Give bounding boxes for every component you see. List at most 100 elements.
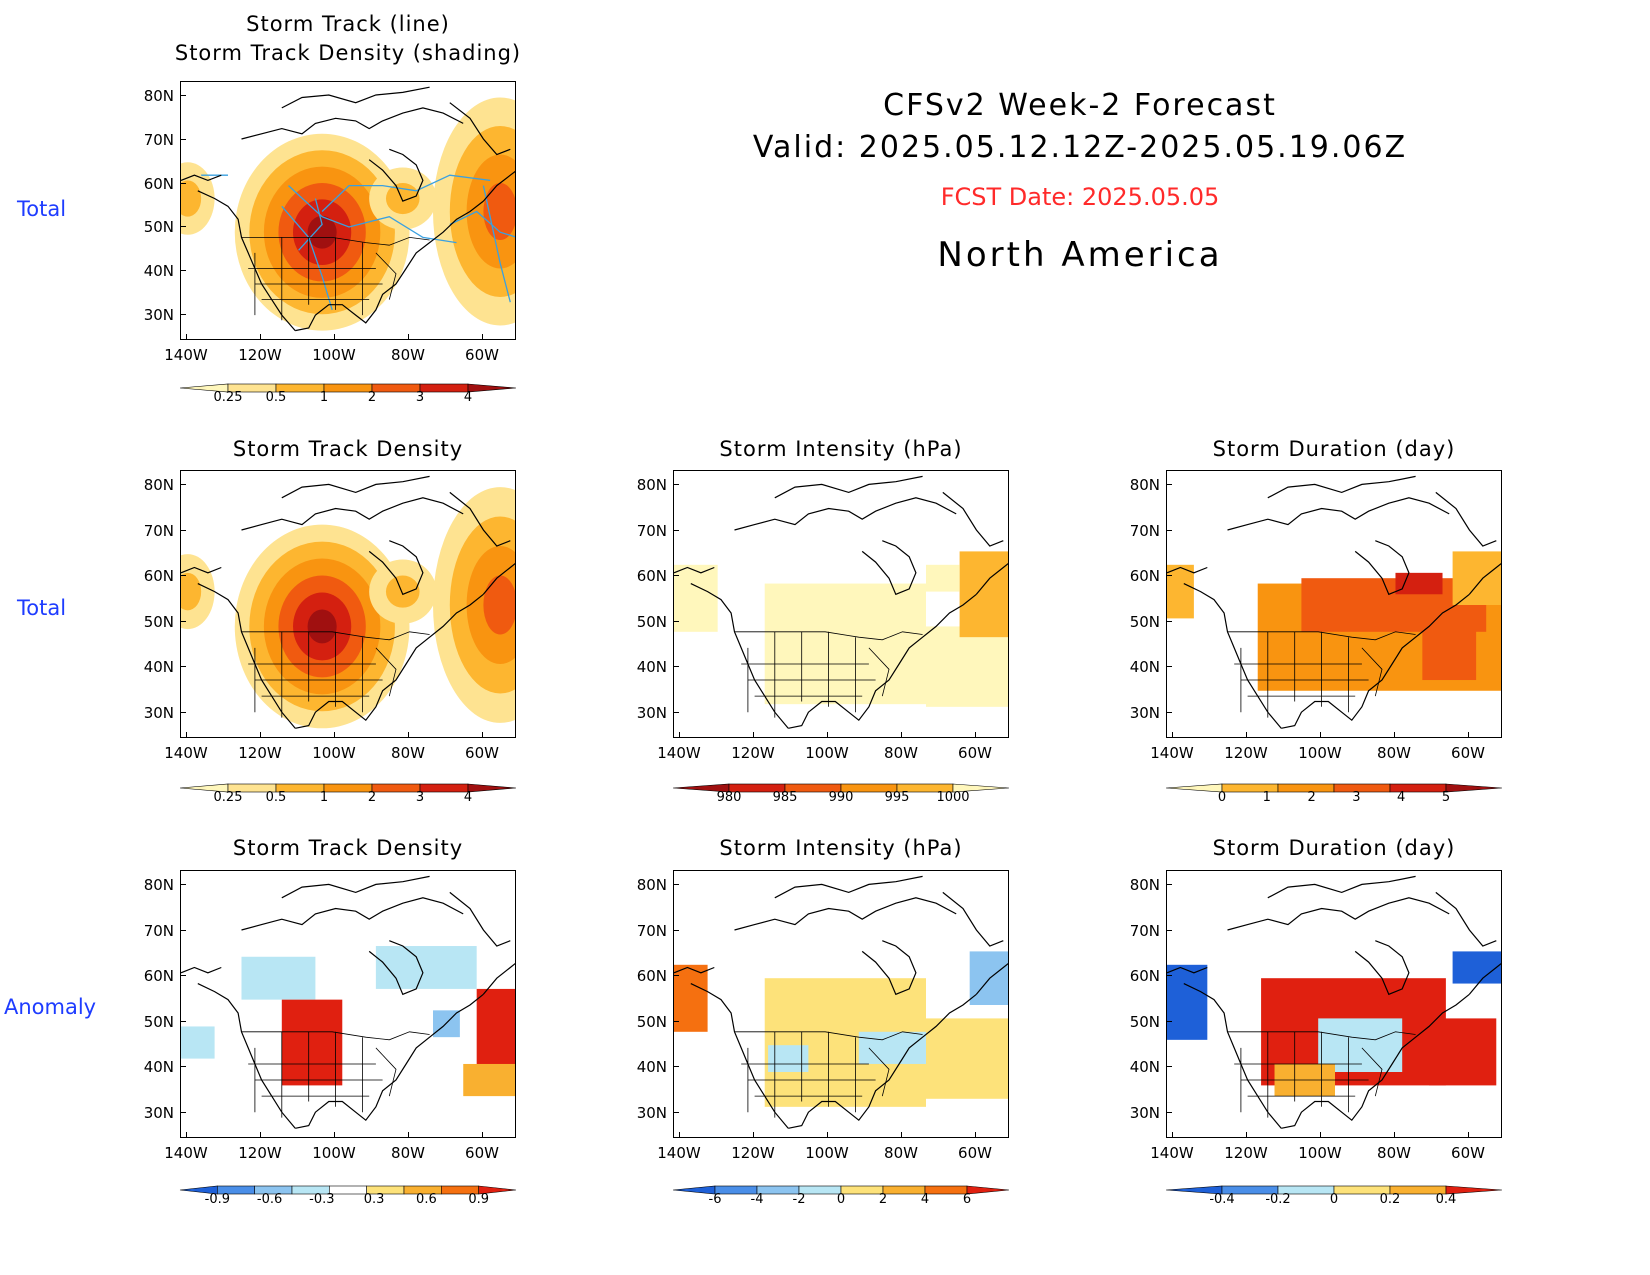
p5-map	[180, 870, 516, 1138]
map-outline	[181, 86, 515, 332]
colorbar-label: -0.2	[1265, 1192, 1291, 1207]
field-cell	[281, 999, 343, 1086]
field-cell	[1318, 1018, 1403, 1072]
lon-tick	[334, 1132, 335, 1138]
field-cell	[959, 551, 1008, 638]
lat-tick	[180, 712, 186, 713]
lat-tick	[1166, 975, 1172, 977]
lon-tick-label: 80W	[884, 1144, 918, 1162]
lat-tick-label: 60N	[143, 967, 174, 986]
colorbar-swatch	[467, 383, 517, 393]
colorbar-label: 985	[772, 790, 798, 805]
lon-tick-label: 80W	[391, 744, 425, 762]
lon-tick	[901, 732, 902, 738]
lat-tick	[180, 929, 186, 931]
lat-tick-label: 30N	[143, 1104, 174, 1122]
lat-tick	[180, 314, 186, 315]
lon-tick-label: 120W	[238, 744, 282, 762]
lon-tick	[334, 334, 335, 340]
map-outline	[674, 875, 1008, 1129]
lon-tick-label: 80W	[391, 1144, 425, 1162]
lon-tick	[1246, 1132, 1247, 1138]
lat-tick-label: 80N	[143, 476, 174, 494]
lat-tick-label: 50N	[143, 1012, 174, 1031]
colorbar-label: 0.4	[1435, 1192, 1457, 1207]
colorbar-label: 3	[1352, 790, 1361, 805]
density-center	[234, 133, 410, 331]
lat-tick-label: 40N	[143, 658, 174, 677]
field-cell	[1422, 626, 1477, 681]
colorbar-label: -0.4	[1209, 1192, 1235, 1207]
lat-tick	[673, 484, 679, 485]
lat-tick	[1166, 884, 1172, 885]
lat-tick-label: 50N	[1129, 1012, 1160, 1031]
region-title: North America	[937, 235, 1223, 275]
lon-tick	[1172, 1132, 1173, 1138]
lat-tick	[1166, 712, 1172, 713]
row-label-2: Total	[17, 596, 67, 620]
lat-tick-label: 30N	[636, 704, 667, 722]
p1-colorbar	[160, 376, 536, 410]
lon-tick	[186, 732, 187, 738]
colorbar-label: 2	[878, 1192, 888, 1207]
colorbar-label: 0.5	[265, 390, 287, 405]
lat-tick-label: 40N	[143, 1058, 174, 1077]
field-cell	[674, 564, 718, 632]
lon-tick-label: 60W	[465, 346, 499, 364]
lon-tick-label: 100W	[312, 1144, 356, 1162]
header-line2: Valid: 2025.05.12.12Z-2025.05.19.06Z	[752, 130, 1408, 165]
lon-tick	[260, 334, 261, 340]
colorbar-label: 2	[1307, 790, 1316, 805]
lat-tick-label: 70N	[143, 521, 174, 540]
lat-tick-label: 80N	[1129, 476, 1160, 494]
field-cell	[926, 626, 1008, 707]
lat-tick	[1166, 666, 1172, 668]
lat-tick	[180, 484, 186, 485]
lat-tick	[1166, 1112, 1172, 1113]
colorbar-swatch	[467, 783, 517, 793]
storm-tracks	[201, 174, 515, 311]
lat-tick-label: 80N	[1129, 876, 1160, 894]
lat-tick	[673, 1112, 679, 1113]
colorbar-label: 0.6	[416, 1192, 437, 1207]
lon-tick	[679, 732, 680, 738]
lat-tick	[673, 666, 679, 668]
density-center	[234, 524, 410, 729]
lon-tick	[1394, 732, 1395, 738]
lat-tick-label: 50N	[636, 1012, 667, 1031]
colorbar-label: 0	[836, 1192, 846, 1207]
header-line1: CFSv2 Week-2 Forecast	[883, 88, 1277, 123]
p4-title: Storm Duration (day)	[1212, 437, 1456, 461]
lon-tick	[408, 732, 409, 738]
lat-tick-label: 70N	[1129, 521, 1160, 540]
field-cell	[858, 1031, 926, 1064]
lon-tick	[827, 1132, 828, 1138]
lon-tick-label: 140W	[1150, 744, 1194, 762]
lon-tick-label: 60W	[958, 1144, 992, 1162]
field-cell	[1429, 1018, 1497, 1086]
p6-colorbar	[653, 1178, 1029, 1212]
lat-tick	[180, 1066, 186, 1068]
p7-title: Storm Duration (day)	[1212, 836, 1456, 860]
colorbar-label: 5	[1441, 790, 1451, 805]
field-cell	[1167, 564, 1194, 619]
lat-tick	[180, 884, 186, 885]
colorbar-label: 4	[920, 1192, 930, 1207]
lat-tick-label: 40N	[1129, 1058, 1160, 1077]
lat-tick-label: 60N	[636, 967, 667, 986]
field-cell	[181, 1026, 215, 1059]
field-cell	[476, 988, 515, 1070]
lat-tick-label: 30N	[143, 704, 174, 722]
lat-tick	[180, 666, 186, 668]
lat-tick	[1166, 929, 1172, 931]
lon-tick-label: 140W	[164, 744, 208, 762]
field-cell	[1167, 964, 1208, 1040]
density-east	[433, 97, 515, 326]
lat-tick-label: 70N	[143, 130, 174, 149]
colorbar-label: 0.9	[468, 1192, 489, 1207]
lon-tick-label: 100W	[1298, 1144, 1342, 1162]
lon-tick-label: 80W	[1377, 1144, 1411, 1162]
lon-tick-label: 140W	[657, 1144, 701, 1162]
lat-tick-label: 30N	[636, 1104, 667, 1122]
colorbar-label: 980	[716, 790, 742, 805]
